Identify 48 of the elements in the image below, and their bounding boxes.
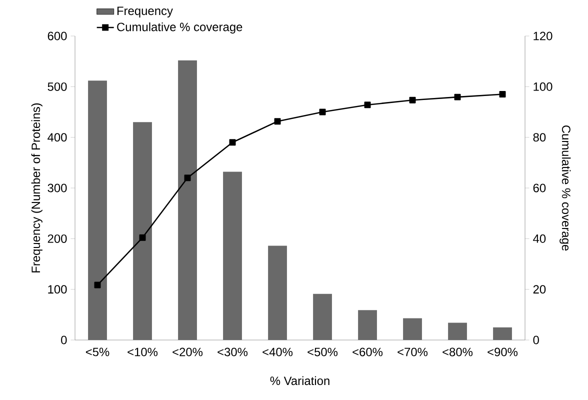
bar [268,246,287,340]
x-tick-label: <10% [128,348,158,356]
bar [448,322,467,340]
point [229,139,236,146]
point [454,94,461,100]
x-tick-label: <60% [352,348,383,356]
legend-label: Cumulative % coverage [117,22,242,34]
legend-label: Frequency [117,6,173,18]
point [274,118,281,125]
x-tick-label: <50% [308,348,338,356]
bar [493,327,512,340]
bar [133,122,152,340]
point [409,96,416,104]
point [139,234,146,241]
bar [178,60,197,340]
y2-tick-label: 60 [533,184,546,192]
x-tick-label: <80% [442,348,473,356]
y-tick-label: 400 [48,133,67,142]
bar [223,172,242,340]
bar [403,318,422,340]
x-tick-label: <30% [218,348,248,356]
y2-tick-label: 0 [533,336,539,344]
x-tick-label: <5% [86,348,110,356]
y-tick-label: 600 [48,32,67,40]
point [364,102,371,108]
x-tick-label: <20% [172,348,203,356]
point [184,174,191,182]
y-tick-label: 0 [61,336,67,344]
x-tick-label: <40% [262,348,293,356]
bar [88,80,107,340]
point [499,91,506,98]
x-axis-title: % Variation [270,376,330,386]
y2-tick-label: 120 [534,32,552,40]
bar [358,310,377,340]
x-tick-label: <70% [398,348,428,356]
bar [313,294,332,340]
y2-tick-label: 20 [533,285,546,294]
point [94,282,101,288]
y-tick-label: 300 [48,184,67,192]
x-tick-label: <90% [488,348,518,356]
y2-tick-label: 100 [534,82,552,91]
y2-tick-label: 40 [533,234,546,243]
y-tick-label: 200 [48,234,67,243]
y-axis-title: Frequency (Number of Proteins) [31,103,42,272]
y2-axis-title: Cumulative % coverage [560,125,571,251]
y-tick-label: 500 [48,82,67,91]
y2-tick-label: 80 [533,133,546,142]
y-tick-label: 100 [48,285,67,294]
